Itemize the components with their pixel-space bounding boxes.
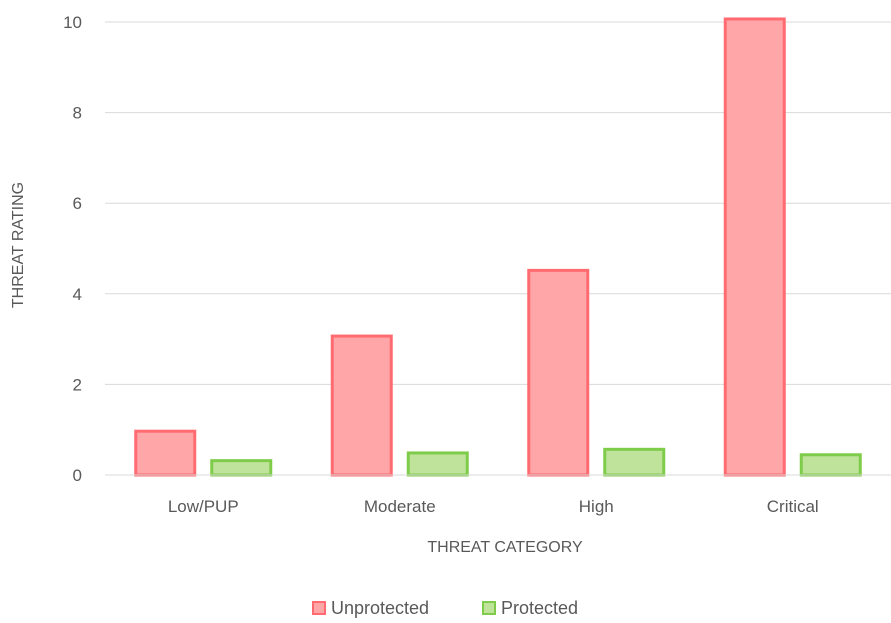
bars <box>134 17 862 477</box>
y-tick-labels: 0 2 4 6 8 10 <box>63 13 82 485</box>
x-tick-label: Critical <box>767 497 819 516</box>
legend-label-unprotected: Unprotected <box>331 598 429 618</box>
y-tick-label: 10 <box>63 13 82 32</box>
y-tick-label: 2 <box>73 375 82 394</box>
legend: Unprotected Protected <box>312 598 578 618</box>
x-tick-label: Low/PUP <box>168 497 239 516</box>
y-tick-label: 6 <box>73 194 82 213</box>
bar-protected-critical <box>799 453 862 477</box>
x-tick-label: Moderate <box>364 497 436 516</box>
legend-swatch-protected <box>482 601 496 615</box>
bar-protected-moderate <box>406 451 469 477</box>
bar-unprotected-moderate <box>330 334 393 477</box>
bar-unprotected-critical <box>723 17 786 477</box>
x-tick-label: High <box>579 497 614 516</box>
legend-label-protected: Protected <box>501 598 578 618</box>
y-tick-label: 0 <box>73 466 82 485</box>
y-tick-label: 8 <box>73 104 82 123</box>
y-axis-title: THREAT RATING <box>10 182 27 308</box>
bar-unprotected-high <box>527 268 590 477</box>
bar-unprotected-low-pup <box>134 429 197 477</box>
legend-swatch-unprotected <box>312 601 326 615</box>
y-tick-label: 4 <box>73 285 82 304</box>
bar-protected-low-pup <box>210 459 273 477</box>
x-axis-title: THREAT CATEGORY <box>427 539 583 556</box>
bar-protected-high <box>603 447 666 477</box>
x-tick-labels: Low/PUP Moderate High Critical <box>168 497 819 516</box>
